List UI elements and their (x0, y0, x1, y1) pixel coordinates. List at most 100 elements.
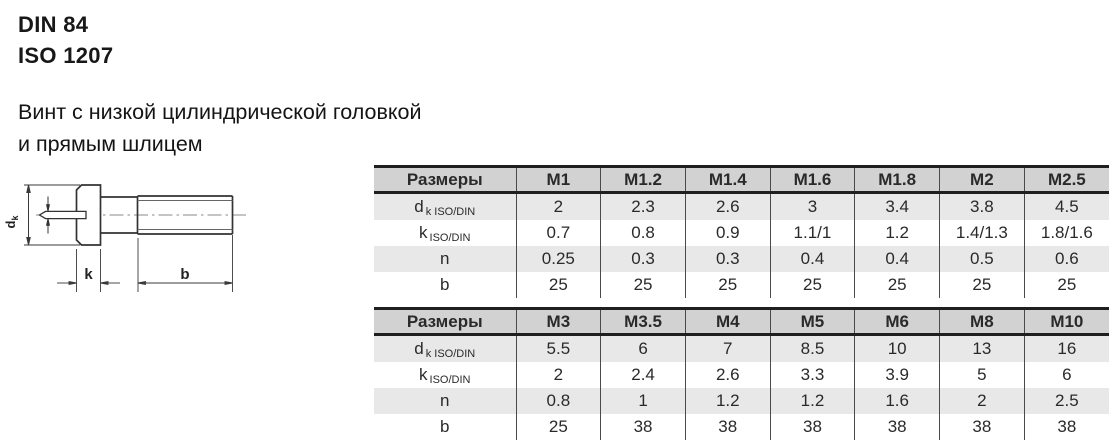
cell: 0.25 (516, 246, 602, 272)
cell: 5.5 (516, 334, 602, 362)
cell: 0.8 (516, 388, 602, 414)
cell: 25 (600, 272, 686, 298)
cell: 3.4 (854, 192, 941, 220)
cell: 38 (770, 414, 856, 440)
thread-root-lines (137, 200, 233, 230)
row-label: b (374, 414, 517, 440)
dim-label-k: k (84, 266, 93, 283)
row-label: n (374, 388, 517, 414)
cell: 0.4 (770, 246, 856, 272)
row-label: k ISO/DIN (374, 362, 517, 388)
cell: 2.5 (1055, 391, 1079, 410)
table-row: b 25 38 38 38 38 38 38 (374, 414, 1109, 440)
cell: 2 (516, 192, 602, 220)
cell: 6 (600, 334, 686, 362)
col-header-M1.6: M1.6 (770, 165, 856, 194)
cell: 3 (770, 192, 856, 220)
table-row: k ISO/DIN 0.7 0.8 0.9 1.1/1 1.2 1.4/1.3 1.8/1.6 (374, 220, 1109, 246)
cell: 6 (1062, 365, 1072, 384)
dim-label-dk: dk (3, 215, 20, 229)
col-header-M2: M2 (939, 165, 1025, 194)
cell: 0.8 (600, 220, 686, 246)
cell: 1.2 (685, 388, 771, 414)
cell: 25 (939, 272, 1025, 298)
col-header-M3.5: M3.5 (600, 307, 686, 336)
cell: 1.8/1.6 (1040, 223, 1093, 242)
col-header-M1.8: M1.8 (854, 165, 941, 194)
standard-titles: DIN 84 ISO 1207 (18, 9, 113, 71)
cell: 1.2 (770, 388, 856, 414)
slot-width-arrows (45, 196, 51, 234)
description-line-2: и прямым шлицем (18, 132, 203, 156)
dk-dimension (26, 184, 31, 246)
cell: 25 (685, 272, 771, 298)
cell: 0.3 (685, 246, 771, 272)
cell: 7 (685, 334, 771, 362)
screw-head (75, 184, 102, 246)
cell: 1.6 (854, 388, 941, 414)
col-header-sizes: Размеры (374, 307, 517, 336)
col-header-M4: M4 (685, 307, 771, 336)
cell: 25 (854, 272, 941, 298)
cell: 1.2 (854, 220, 941, 246)
screw-technical-drawing: dk k b (3, 184, 246, 292)
cell: 25 (516, 272, 602, 298)
col-header-M8: M8 (939, 307, 1025, 336)
col-header-M3: M3 (516, 307, 602, 336)
col-header-M5: M5 (770, 307, 856, 336)
col-header-M2.5: M2.5 (1024, 165, 1109, 194)
cell: 5 (939, 362, 1025, 388)
cell: 2.4 (600, 362, 686, 388)
dk-extension-lines (24, 184, 80, 246)
standard-title-iso: ISO 1207 (18, 43, 114, 68)
table-header-row: Размеры M1 M1.2 M1.4 M1.6 M1.8 M2 M2.5 (374, 165, 1109, 194)
row-label: k ISO/DIN (374, 220, 517, 246)
cell: 3.8 (939, 192, 1025, 220)
cell: 0.3 (600, 246, 686, 272)
cell: 25 (770, 272, 856, 298)
cell: 13 (939, 334, 1025, 362)
cell: 2 (939, 388, 1025, 414)
table-row: n 0.25 0.3 0.3 0.4 0.4 0.5 0.6 (374, 246, 1109, 272)
cell: 2 (516, 362, 602, 388)
col-header-M1.4: M1.4 (685, 165, 771, 194)
cell: 1.4/1.3 (939, 220, 1025, 246)
b-dimension (137, 235, 233, 292)
col-header-M1: M1 (516, 165, 602, 194)
cell: 0.9 (685, 220, 771, 246)
table-row: b 25 25 25 25 25 25 25 (374, 272, 1109, 298)
cell: 38 (600, 414, 686, 440)
cell: 0.4 (854, 246, 941, 272)
cell: 0.7 (516, 220, 602, 246)
table-row: n 0.8 1 1.2 1.2 1.6 2 2.5 (374, 388, 1109, 414)
cell: 3.9 (854, 362, 941, 388)
cell: 8.5 (770, 334, 856, 362)
k-dimension (57, 249, 120, 292)
cell: 16 (1057, 339, 1077, 358)
cell: 10 (854, 334, 941, 362)
row-label: n (374, 246, 517, 272)
screw-shank (100, 196, 139, 234)
description-line-1: Винт с низкой цилиндрической головкой (18, 100, 422, 124)
row-label: b (374, 272, 517, 298)
cell: 2.6 (685, 362, 771, 388)
cell: 38 (685, 414, 771, 440)
product-description: Винт с низкой цилиндрической головкой и … (18, 96, 422, 160)
cell: 0.5 (939, 246, 1025, 272)
col-header-M10: M10 (1024, 307, 1109, 336)
cell: 1.1/1 (770, 220, 856, 246)
cell: 1 (600, 388, 686, 414)
col-header-M1.2: M1.2 (600, 165, 686, 194)
cell: 38 (1057, 417, 1077, 436)
dim-label-b: b (180, 266, 189, 283)
cell: 2.6 (685, 192, 771, 220)
cell: 4.5 (1055, 197, 1079, 216)
col-header-sizes: Размеры (374, 165, 517, 194)
col-header-M6: M6 (854, 307, 941, 336)
screw-thread (137, 195, 234, 235)
